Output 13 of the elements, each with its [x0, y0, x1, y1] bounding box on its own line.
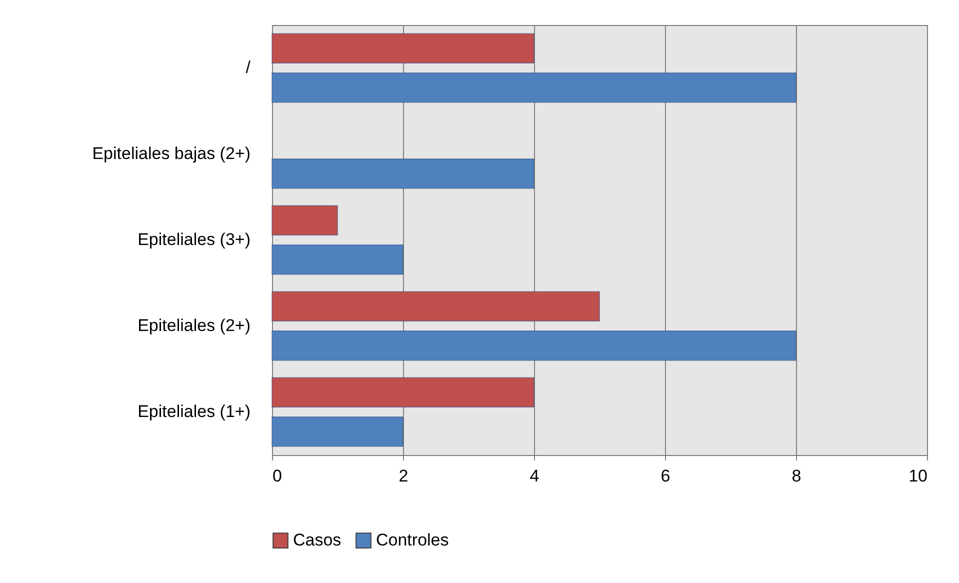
legend-label: Controles [376, 530, 449, 550]
x-tick-label: 10 [908, 466, 928, 486]
legend-label: Casos [293, 530, 342, 550]
x-tick-label: 0 [272, 466, 282, 486]
y-tick-label: Epiteliales bajas (2+) [92, 144, 250, 163]
y-tick-label: Epiteliales (3+) [138, 230, 250, 249]
y-tick-label: / [246, 58, 251, 77]
x-tick-label: 2 [398, 466, 408, 486]
x-tick-label: 4 [530, 466, 540, 486]
x-tick-label: 8 [792, 466, 802, 486]
y-tick-label: Epiteliales (2+) [138, 316, 250, 335]
x-tick-label: 6 [660, 466, 670, 486]
y-tick-label: Epiteliales (1+) [138, 402, 250, 421]
